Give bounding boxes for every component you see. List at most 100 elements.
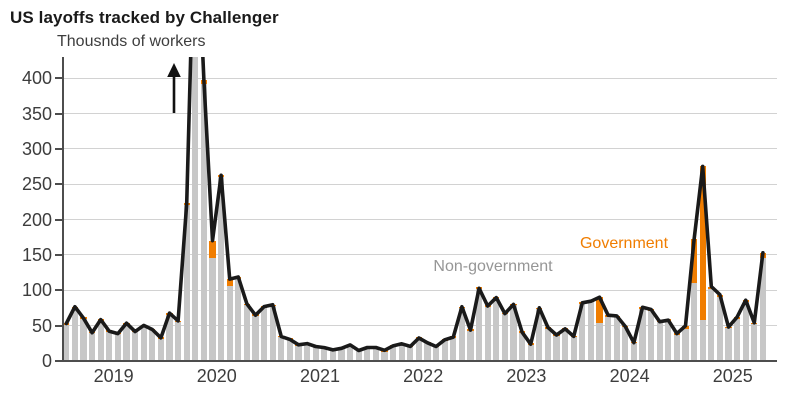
non-government-bar [372,348,379,361]
chart-subtitle: Thousnds of workers [57,33,206,50]
off-scale-up-arrow-icon [167,63,181,113]
non-government-bar [97,321,104,361]
gridline [62,254,777,256]
non-government-bar [252,315,259,361]
y-axis-tick-mark [55,183,62,186]
non-government-bar [648,310,655,361]
x-axis-year-label: 2020 [196,366,237,386]
government-bar [691,239,698,284]
non-government-bar [441,340,448,361]
non-government-bar [269,306,276,361]
non-government-bar [630,343,637,361]
non-government-bar [286,340,293,361]
non-government-bar [553,335,560,361]
x-axis-year-label: 2019 [93,366,134,386]
non-government-bar [433,347,440,361]
y-axis-tick-label: 50 [31,315,52,336]
non-government-bar [708,288,715,361]
non-government-bar [80,318,87,361]
gridline [62,148,777,150]
y-axis-tick-label: 150 [21,244,52,265]
non-government-bar [235,279,242,361]
non-government-bar [639,308,646,361]
non-government-bar [536,309,543,361]
non-government-bar [424,343,431,361]
non-government-bar [467,330,474,361]
non-government-bar [407,347,414,361]
gridline [62,183,777,185]
non-government-bar [312,347,319,361]
government-bar [209,240,216,259]
non-government-bar [493,298,500,361]
gridline [62,325,777,327]
non-government-bar [321,348,328,361]
non-government-bar [587,301,594,361]
non-government-bar [476,288,483,361]
non-government-bar [656,322,663,361]
non-government-bar [570,337,577,361]
y-axis-tick-label: 300 [21,138,52,159]
non-government-series-label: Non-government [433,258,553,275]
chart-title: US layoffs tracked by Challenger [10,8,279,27]
non-government-bar [347,346,354,361]
non-government-bar [304,344,311,361]
non-government-bar [415,338,422,361]
government-bar [226,279,233,287]
x-axis-year-label: 2022 [403,366,444,386]
non-government-bar [364,348,371,361]
y-axis-tick-mark [55,218,62,221]
non-government-bar [192,57,199,361]
y-axis-tick-label: 400 [21,68,52,89]
non-government-bar [579,303,586,361]
government-bar [596,297,603,323]
y-axis-tick-mark [55,77,62,80]
non-government-bar [355,351,362,361]
non-government-bar [562,329,569,361]
y-axis-tick-label: 250 [21,174,52,195]
y-axis-tick-label: 100 [21,280,52,301]
non-government-bar [106,332,113,361]
non-government-bar [261,307,268,361]
non-government-bar [157,338,164,361]
non-government-bar [140,326,147,361]
non-government-bar [544,328,551,361]
plot-area [62,57,777,361]
y-axis-tick-label: 0 [41,351,52,371]
non-government-bar [510,305,517,361]
non-government-bar [200,83,207,361]
government-bar [699,166,706,320]
non-government-bar [218,177,225,361]
non-government-bar [759,257,766,361]
non-government-bar [329,350,336,361]
non-government-bar [725,328,732,361]
non-government-bar [682,329,689,361]
x-axis-year-label: 2023 [506,366,547,386]
gridline [62,77,777,79]
non-government-bar [622,327,629,361]
non-government-bar [527,344,534,361]
y-axis-tick-label: 200 [21,209,52,230]
y-axis-tick-mark [55,324,62,327]
non-government-bar [751,324,758,361]
non-government-bar [458,308,465,361]
y-axis-tick-mark [55,112,62,115]
x-axis [56,360,777,362]
non-government-bar [226,286,233,361]
non-government-bar [501,314,508,361]
non-government-bar [519,332,526,361]
non-government-bar [596,322,603,361]
non-government-bar [484,306,491,361]
non-government-bar [450,337,457,361]
government-series-label: Government [579,235,669,252]
x-axis-year-label: 2021 [299,366,341,386]
y-axis [62,57,64,361]
non-government-bar [175,322,182,361]
non-government-bar [390,346,397,361]
non-government-bar [243,305,250,361]
gridline [62,219,777,221]
non-government-bar [381,351,388,361]
non-government-bar [691,283,698,361]
non-government-bar [123,324,130,361]
non-government-bar [209,258,216,361]
